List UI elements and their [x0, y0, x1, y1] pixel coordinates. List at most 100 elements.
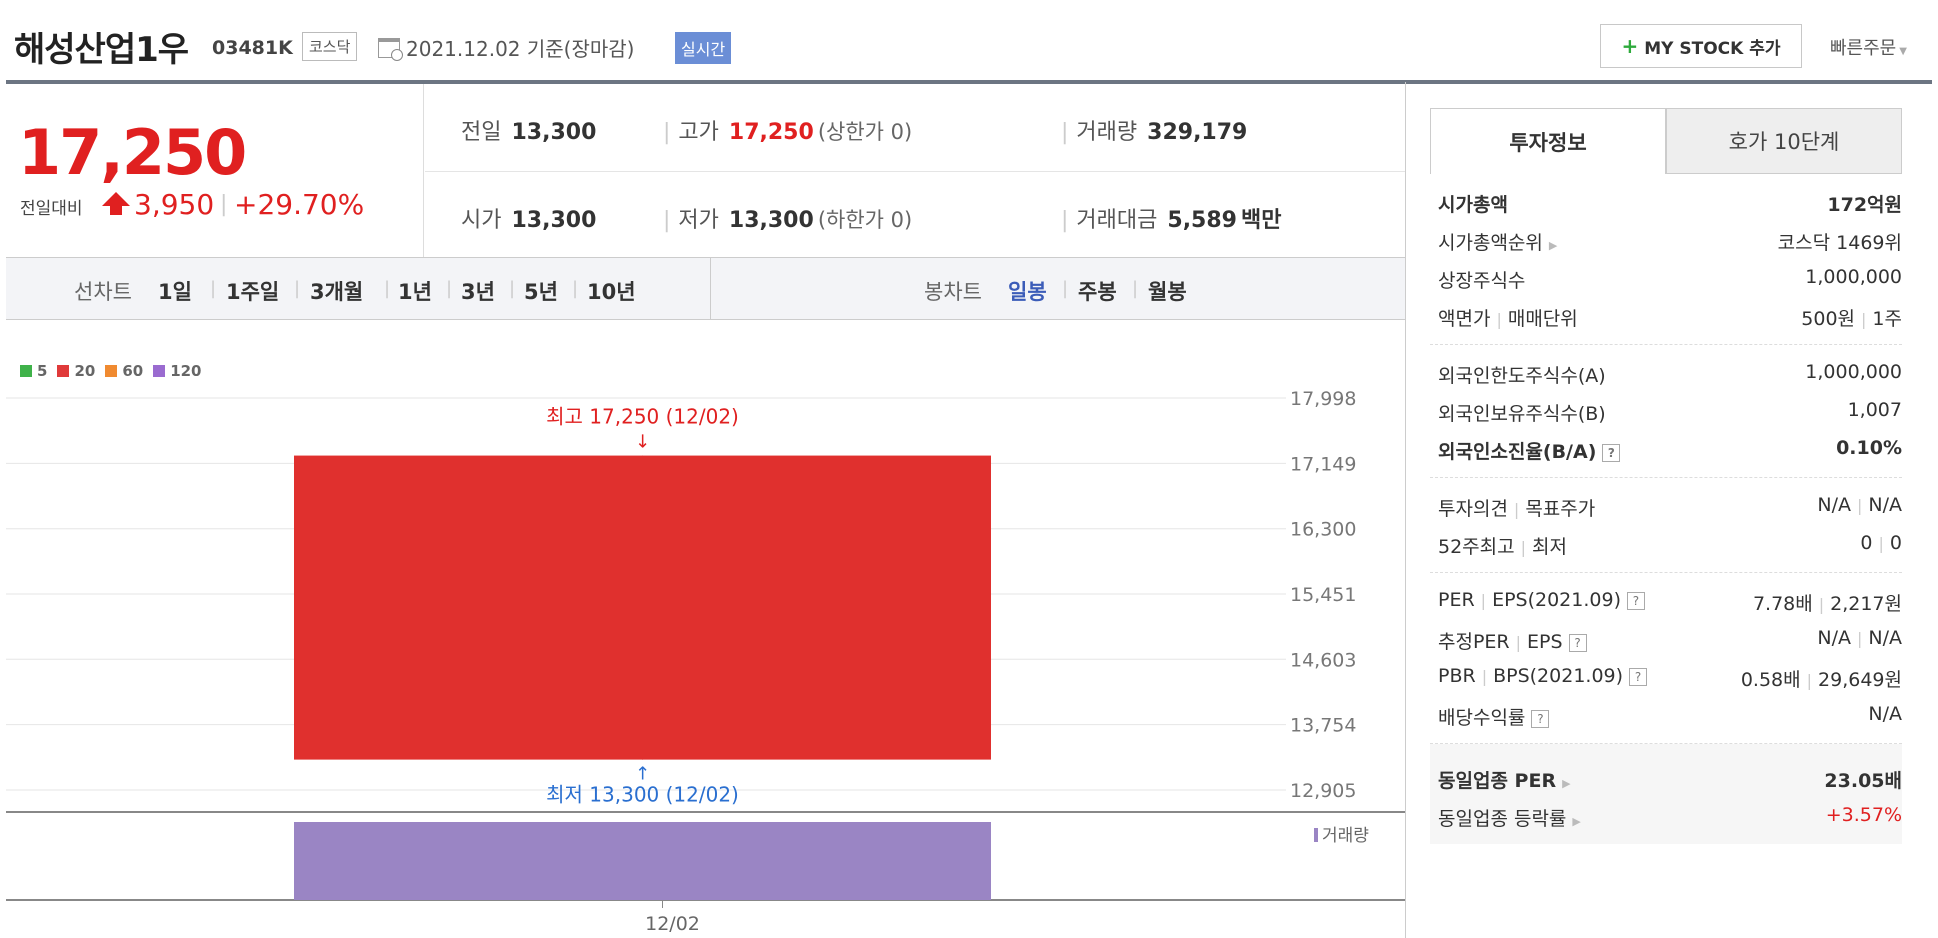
tab-5year[interactable]: 5년 [524, 280, 558, 304]
info-body: 시가총액 172억원 시가총액순위 ▶ 코스닥 1469위 상장주식수 1,000… [1430, 174, 1902, 844]
help-icon[interactable]: ? [1568, 633, 1587, 652]
dividend-label-wrap: 배당수익률? [1438, 703, 1550, 730]
market-cap-rank-link[interactable]: 시가총액순위 ▶ [1438, 228, 1557, 255]
bps-label: BPS(2021.09) [1493, 665, 1624, 687]
dividend-value: N/A [1868, 703, 1902, 725]
up-arrow-icon: ↑ [635, 764, 650, 785]
add-mystock-label: MY STOCK 추가 [1644, 38, 1781, 59]
par-trade-values: 500원 | 1주 [1801, 308, 1902, 330]
tab-10year[interactable]: 10년 [587, 280, 636, 304]
chart-tab-bar: 선차트 1일 | 1주일 | 3개월 | 1년 | 3년 | 5년 | 10년 … [6, 257, 1405, 320]
legend-swatch-ma120 [153, 365, 166, 377]
y-tick-label: 12,905 [1290, 780, 1356, 802]
tab-3month[interactable]: 3개월 [310, 280, 364, 304]
realtime-badge[interactable]: 실시간 [675, 32, 732, 64]
tab-1year[interactable]: 1년 [398, 280, 432, 304]
y-tick-label: 17,998 [1290, 388, 1356, 410]
legend-ma5-label: 5 [37, 362, 48, 380]
foreign-ratio-label-wrap: 외국인소진율(B/A)? [1438, 437, 1621, 464]
per-row: PER | EPS(2021.09)? 7.78배 | 2,217원 [1430, 581, 1902, 619]
volume-value: 329,179 [1147, 120, 1248, 145]
ma-legend: 5 20 60 120 [20, 362, 202, 380]
par-label: 액면가 [1438, 308, 1491, 330]
lower-limit: (하한가 0) [817, 208, 913, 232]
plus-icon: + [1621, 34, 1639, 58]
high-value: 17,250 [728, 120, 814, 145]
sector-change-label: 동일업종 등락률 [1438, 808, 1567, 830]
info-group-opinion: 투자의견 | 목표주가 N/A | N/A 52주최고 | 최저 0 | 0 [1430, 478, 1902, 573]
sector-change-row: 동일업종 등락률 ▶ +3.57% [1430, 796, 1902, 834]
date-text: 2021.12.02 기준(장마감) [406, 37, 635, 61]
foreign-hold-value: 1,007 [1847, 399, 1902, 421]
open-value: 13,300 [511, 208, 597, 233]
upper-limit: (상한가 0) [817, 120, 913, 144]
legend-ma20-label: 20 [74, 362, 96, 380]
est-eps-label: EPS [1527, 631, 1563, 653]
legend-ma120: 120 [153, 362, 202, 380]
tab-3year[interactable]: 3년 [461, 280, 495, 304]
tab-daily[interactable]: 일봉 [1008, 280, 1047, 304]
opinion-label: 투자의견 [1438, 498, 1508, 520]
high52-label: 52주최고 [1438, 536, 1515, 558]
up-arrow-icon [102, 192, 130, 215]
foreign-ratio-label: 외국인소진율(B/A) [1438, 441, 1597, 463]
change-label: 전일대비 [20, 199, 83, 219]
quick-order-button[interactable]: 빠른주문 ▼ [1830, 34, 1907, 60]
est-per-value: N/A [1817, 627, 1851, 649]
add-mystock-button[interactable]: + MY STOCK 추가 [1600, 24, 1802, 68]
chevron-right-icon: ▶ [1548, 239, 1558, 252]
market-cap-value: 172억원 [1827, 194, 1902, 216]
par-value-row: 액면가 | 매매단위 500원 | 1주 [1430, 296, 1902, 334]
current-price: 17,250 [18, 116, 247, 189]
par-trade-labels: 액면가 | 매매단위 [1438, 308, 1578, 330]
pbr-label: PBR [1438, 665, 1476, 687]
52week-row: 52주최고 | 최저 0 | 0 [1430, 524, 1902, 562]
trade-unit-label: 매매단위 [1507, 308, 1578, 330]
legend-ma120-label: 120 [170, 362, 202, 380]
tab-monthly[interactable]: 월봉 [1148, 280, 1187, 304]
help-icon[interactable]: ? [1626, 591, 1645, 610]
info-group-sector: 동일업종 PER ▶ 23.05배 동일업종 등락률 ▶ +3.57% [1430, 744, 1902, 844]
help-icon[interactable]: ? [1531, 709, 1550, 728]
tab-invest-info[interactable]: 투자정보 [1430, 108, 1666, 174]
sector-change-link[interactable]: 동일업종 등락률 ▶ [1438, 804, 1581, 831]
stats-row-1: 전일 13,300 | 고가 17,250 (상한가 0) | 거래량 329,179 [425, 84, 1405, 170]
stock-header: 해성산업1우 03481K 코스닥 2021.12.02 기준(장마감) 실시간… [0, 0, 1938, 82]
stats-row-2: 시가 13,300 | 저가 13,300 (하한가 0) | 거래대금 5,589 백만 [425, 171, 1405, 257]
stock-code: 03481K [212, 37, 293, 59]
low-label: 저가 [678, 208, 719, 233]
y-tick-label: 15,451 [1290, 584, 1356, 606]
sector-per-link[interactable]: 동일업종 PER ▶ [1438, 766, 1571, 793]
candle-body [294, 455, 991, 760]
y-tick-label: 17,149 [1290, 453, 1356, 475]
tab-1week[interactable]: 1주일 [226, 280, 280, 304]
tab-1day[interactable]: 1일 [158, 280, 192, 304]
amount-value: 5,589 [1167, 208, 1237, 233]
per-values: 7.78배 | 2,217원 [1752, 593, 1902, 615]
opinion-labels: 투자의견 | 목표주가 [1438, 498, 1596, 520]
low52-label: 최저 [1532, 536, 1567, 558]
low52-value: 0 [1889, 532, 1902, 554]
52week-values: 0 | 0 [1860, 532, 1902, 554]
opinion-row: 투자의견 | 목표주가 N/A | N/A [1430, 486, 1902, 524]
prev-close-label: 전일 [461, 120, 502, 145]
tab-weekly[interactable]: 주봉 [1078, 280, 1117, 304]
foreign-ratio-row: 외국인소진율(B/A)? 0.10% [1430, 429, 1902, 467]
pbr-labels: PBR | BPS(2021.09)? [1438, 665, 1648, 687]
help-icon[interactable]: ? [1629, 667, 1648, 686]
change-amount: 3,950 [134, 188, 215, 221]
opinion-value: N/A [1817, 494, 1851, 516]
panel-divider [1405, 82, 1406, 938]
eps-label: EPS(2021.09) [1492, 589, 1621, 611]
foreign-limit-value: 1,000,000 [1805, 361, 1902, 383]
help-icon[interactable]: ? [1602, 443, 1621, 462]
volume-label: 거래량 [1076, 120, 1138, 145]
invest-info-panel: 투자정보 호가 10단계 시가총액 172억원 시가총액순위 ▶ 코스닥 1469… [1430, 108, 1902, 888]
price-chart[interactable]: 17,998 17,149 16,300 15,451 14,603 13,754 12,9… [6, 320, 1405, 938]
est-per-row: 추정PER | EPS? N/A | N/A [1430, 619, 1902, 657]
est-eps-value: N/A [1868, 627, 1902, 649]
pbr-value: 0.58배 [1740, 669, 1801, 691]
price-stats: 전일 13,300 | 고가 17,250 (상한가 0) | 거래량 329,179 시가… [425, 84, 1405, 257]
tab-orderbook[interactable]: 호가 10단계 [1666, 108, 1902, 174]
legend-ma20: 20 [57, 362, 95, 380]
